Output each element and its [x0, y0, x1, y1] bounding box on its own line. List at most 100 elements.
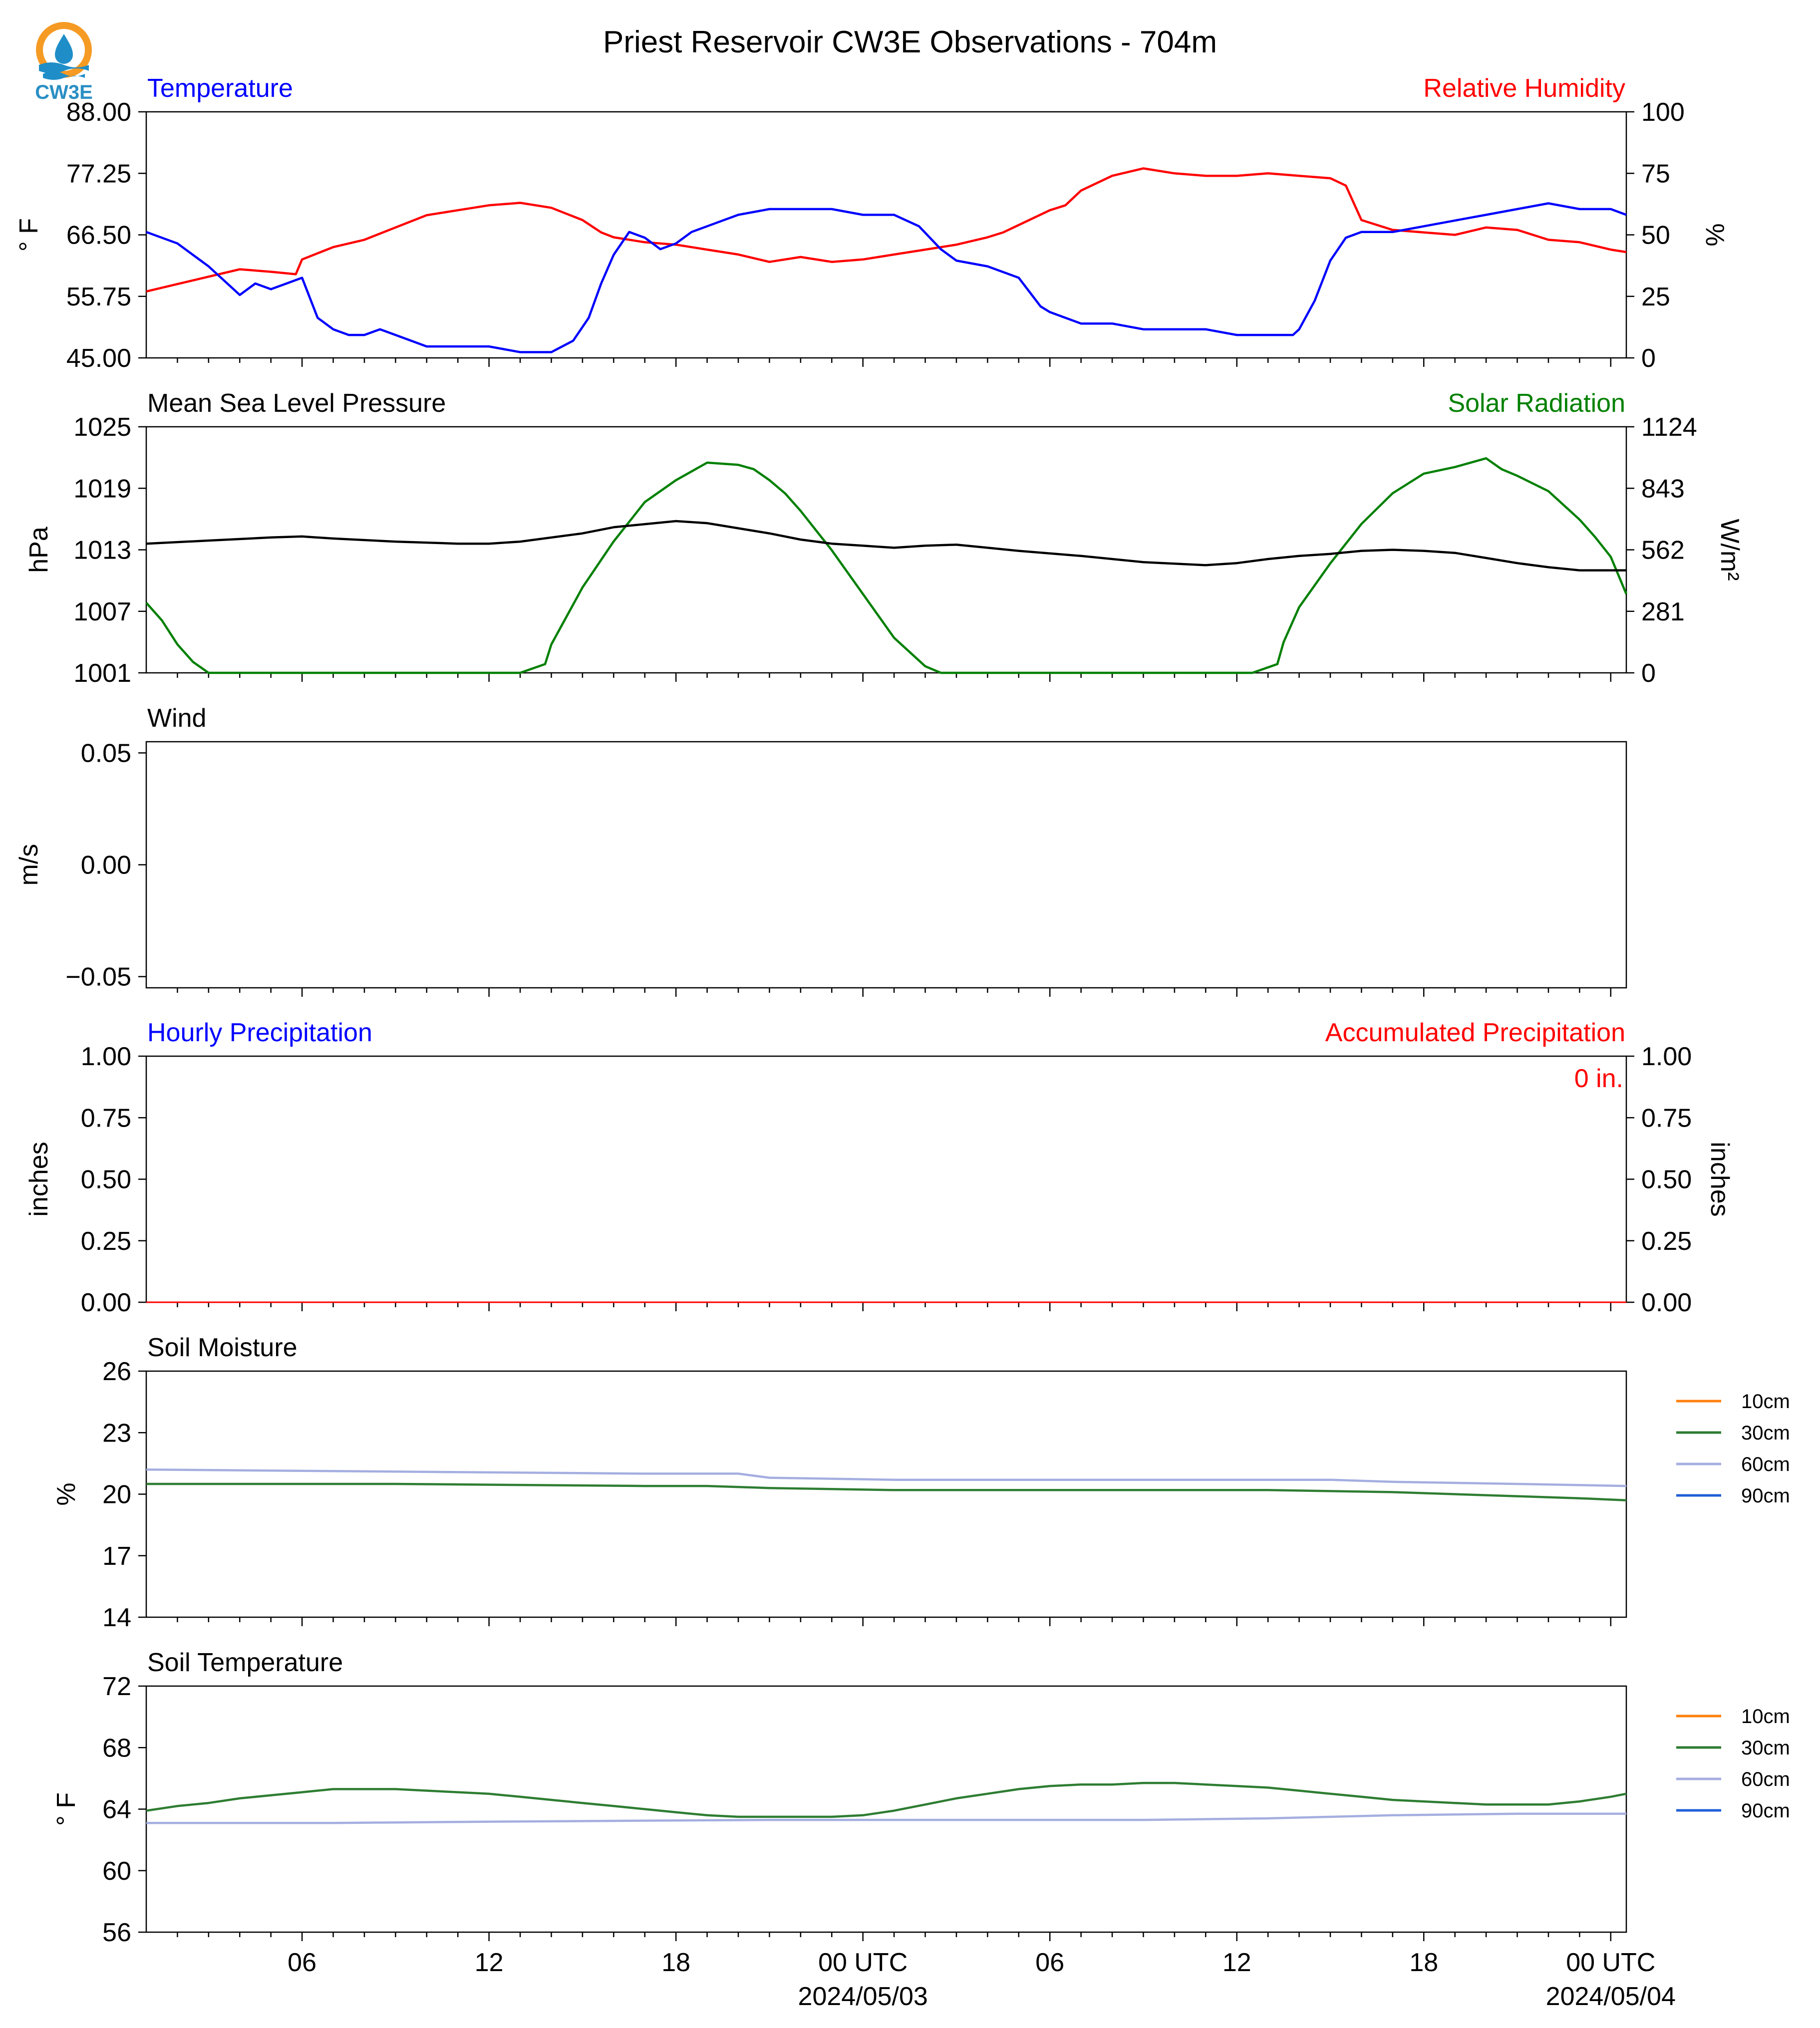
y-unit-left: % — [52, 1482, 81, 1505]
y-unit-left: ° F — [52, 1792, 81, 1826]
y-tick-label-left: 56 — [102, 1918, 131, 1947]
y-tick-label-left: 88.00 — [66, 98, 131, 127]
y-tick-label-right: 0.50 — [1641, 1165, 1692, 1194]
panel-pressure-solar: Mean Sea Level Pressure Solar Radiation 10… — [24, 389, 1744, 688]
y-tick-label-right: 1.00 — [1641, 1042, 1692, 1071]
y-tick-label-left: 0.75 — [81, 1104, 131, 1133]
y-tick-label-right: 0.25 — [1641, 1227, 1692, 1256]
series-temperature-line — [146, 202, 1627, 353]
panel-title-wind: Wind — [147, 704, 206, 733]
plot-frame — [145, 1685, 1627, 1933]
series-30cm-line — [146, 1482, 1627, 1502]
logo-drop-icon — [55, 34, 73, 64]
y-unit-left: inches — [24, 1142, 53, 1216]
y-tick-label-left: 1007 — [73, 597, 131, 626]
panel-title-soil-moisture: Soil Moisture — [147, 1333, 298, 1362]
panels-group: Temperature Relative Humidity 88.00 77.25 66… — [14, 74, 1790, 2011]
y-tick-label-left: 0.25 — [81, 1227, 131, 1256]
plot-frame — [145, 1370, 1627, 1618]
legend-label-60cm: 60cm — [1741, 1453, 1790, 1475]
y-tick-label-right: 0 — [1641, 659, 1656, 688]
y-unit-right: % — [1700, 223, 1729, 246]
y-tick-label-left: 72 — [102, 1672, 131, 1701]
x-tick-label: 00 UTC — [1566, 1948, 1655, 1977]
legend-label-90cm: 90cm — [1741, 1800, 1790, 1822]
legend-label-30cm: 30cm — [1741, 1422, 1790, 1444]
plot-frame — [145, 741, 1627, 989]
y-tick-label-left: 1025 — [73, 413, 131, 442]
y-tick-label-left: −0.05 — [65, 963, 131, 992]
y-unit-left: hPa — [24, 527, 53, 573]
y-tick-label-left: 0.05 — [81, 739, 131, 768]
y-tick-label-left: 68 — [102, 1734, 131, 1762]
y-tick-label-left: 0.50 — [81, 1165, 131, 1194]
y-tick-label-right: 1124 — [1641, 413, 1697, 442]
panel-soil-moisture: Soil Moisture 26 23 20 17 14% 10cm 30cm 60cm 90cm — [52, 1333, 1790, 1632]
y-tick-label-right: 0.00 — [1641, 1288, 1692, 1317]
series-60cm-line — [146, 1812, 1626, 1824]
y-tick-label-left: 20 — [102, 1480, 131, 1509]
y-unit-left: m/s — [14, 844, 43, 886]
y-tick-label-right: 100 — [1641, 98, 1685, 127]
y-tick-label-left: 55.75 — [66, 283, 131, 311]
panel-title-pressure: Mean Sea Level Pressure — [147, 389, 446, 418]
x-tick-label: 06 — [288, 1948, 316, 1977]
series-solar-radiation-line — [145, 457, 1628, 674]
legend-label-90cm: 90cm — [1741, 1485, 1790, 1507]
legend-label-30cm: 30cm — [1741, 1737, 1790, 1759]
panel-precipitation: Hourly Precipitation Accumulated Precipit… — [24, 1018, 1734, 1317]
panel-title-soil-temperature: Soil Temperature — [147, 1648, 343, 1677]
panel-title-hourly-precipitation: Hourly Precipitation — [147, 1018, 372, 1047]
panel-title-solar-radiation: Solar Radiation — [1448, 389, 1625, 418]
y-tick-label-left: 1001 — [73, 659, 131, 688]
y-tick-label-right: 281 — [1641, 597, 1685, 626]
series-30cm-line — [146, 1781, 1627, 1818]
logo-text: CW3E — [35, 81, 93, 103]
plot-frame — [145, 111, 1627, 359]
legend-label-10cm: 10cm — [1741, 1391, 1790, 1413]
legend-label-10cm: 10cm — [1741, 1706, 1790, 1728]
y-tick-label-left: 26 — [102, 1357, 131, 1386]
y-tick-label-left: 17 — [102, 1542, 131, 1571]
y-tick-label-left: 14 — [102, 1603, 131, 1632]
y-tick-label-right: 25 — [1641, 283, 1670, 311]
panel-title-relative-humidity: Relative Humidity — [1423, 74, 1625, 103]
y-tick-label-right: 75 — [1641, 159, 1670, 188]
y-tick-label-left: 0.00 — [81, 851, 131, 880]
x-tick-label: 18 — [1409, 1948, 1438, 1977]
figure-title: Priest Reservoir CW3E Observations - 704… — [603, 25, 1217, 59]
panel-title-accumulated-precipitation: Accumulated Precipitation — [1325, 1018, 1625, 1047]
accumulated-total-label: 0 in. — [1574, 1064, 1623, 1093]
legend-label-60cm: 60cm — [1741, 1768, 1790, 1790]
y-unit-left: ° F — [14, 218, 43, 252]
y-tick-label-right: 0.75 — [1641, 1104, 1692, 1133]
panel-temperature-humidity: Temperature Relative Humidity 88.00 77.25 66… — [14, 74, 1729, 373]
y-tick-label-left: 1019 — [73, 474, 131, 503]
y-tick-label-right: 0 — [1641, 344, 1656, 373]
y-tick-label-left: 60 — [102, 1857, 131, 1886]
series-60cm-line — [146, 1468, 1627, 1487]
x-tick-label: 18 — [661, 1948, 690, 1977]
y-tick-label-left: 23 — [102, 1419, 131, 1448]
x-tick-label: 12 — [1222, 1948, 1251, 1977]
x-tick-label: 06 — [1035, 1948, 1064, 1977]
panel-soil-temperature: Soil Temperature 72 68 64 60 56 ° F 10cm 30cm 60c… — [52, 1648, 1790, 2011]
series-mean-sea-level-pressure-line — [146, 520, 1626, 572]
y-tick-label-left: 1013 — [73, 536, 131, 565]
y-tick-label-right: 50 — [1641, 221, 1670, 250]
y-tick-label-left: 45.00 — [66, 344, 131, 373]
panel-wind: Wind 0.05 0.00 −0.05 m/s — [14, 704, 1627, 997]
y-tick-label-right: 843 — [1641, 474, 1685, 503]
series-relative-humidity-line — [146, 167, 1627, 293]
y-tick-label-left: 1.00 — [81, 1042, 131, 1071]
x-date-label: 2024/05/04 — [1546, 1982, 1676, 2011]
cw3e-logo: CW3E — [29, 19, 104, 104]
x-date-label: 2024/05/03 — [798, 1982, 928, 2011]
y-tick-label-left: 66.50 — [66, 221, 131, 250]
x-tick-label: 00 UTC — [818, 1948, 908, 1977]
y-unit-right: W/m² — [1715, 519, 1744, 580]
y-tick-label-right: 562 — [1641, 536, 1685, 565]
y-tick-label-left: 64 — [102, 1795, 131, 1824]
plot-frame — [145, 1055, 1627, 1303]
